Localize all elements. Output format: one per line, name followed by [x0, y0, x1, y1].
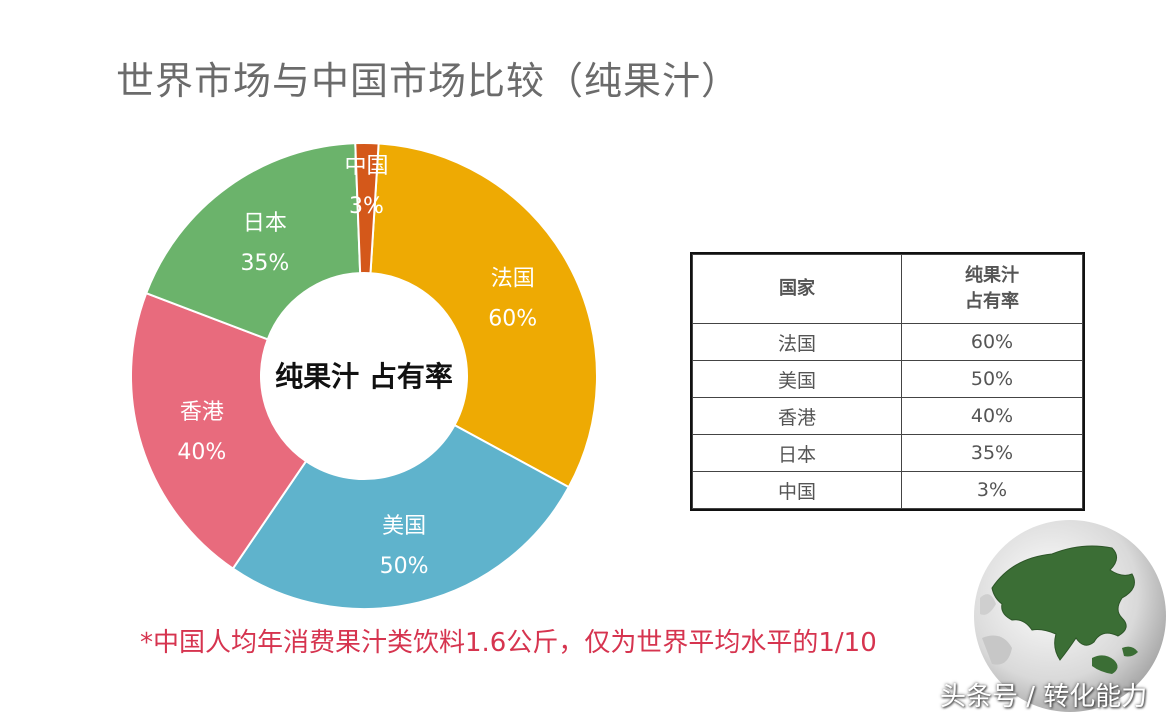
slice-name-label: 日本: [243, 211, 287, 236]
table-cell-country: 中国: [692, 471, 902, 509]
table-header-share: 纯果汁 占有率: [901, 254, 1083, 324]
footnote: *中国人均年消费果汁类饮料1.6公斤，仅为世界平均水平的1/10: [140, 628, 877, 658]
slice-name-label: 香港: [180, 400, 224, 425]
table-header-country: 国家: [692, 254, 902, 324]
table-row: 法国 60%: [692, 323, 1083, 361]
table-cell-share: 40%: [901, 397, 1083, 435]
slice-value-label: 35%: [240, 251, 289, 276]
table-cell-country: 日本: [692, 434, 902, 472]
table-cell-share: 35%: [901, 434, 1083, 472]
slice-name-label: 中国: [344, 154, 388, 179]
table-cell-share: 60%: [901, 323, 1083, 361]
table-cell-share: 3%: [901, 471, 1083, 509]
slice-name-label: 美国: [382, 514, 426, 539]
donut-chart: 法国 60% 美国 50% 香港 40% 日本 35% 中国 3% 纯果汁 占有率: [130, 142, 598, 610]
table-row: 中国 3%: [692, 471, 1083, 509]
donut-slice-0: [369, 142, 598, 489]
table-cell-country: 香港: [692, 397, 902, 435]
page-title: 世界市场与中国市场比较（纯果汁）: [116, 59, 741, 103]
table-row: 日本 35%: [692, 434, 1083, 472]
globe-asia-icon: [974, 520, 1166, 712]
slice-value-label: 50%: [380, 554, 429, 579]
table-cell-country: 法国: [692, 323, 902, 361]
table-header-row: 国家 纯果汁 占有率: [692, 254, 1083, 324]
slice-value-label: 40%: [177, 440, 226, 465]
table-row: 美国 50%: [692, 360, 1083, 398]
donut-slice-1: [231, 423, 571, 610]
donut-slice-2: [130, 291, 308, 571]
donut-slice-3: [144, 142, 362, 341]
share-table: 国家 纯果汁 占有率 法国 60% 美国 50% 香港 40% 日本 35% 中国: [690, 252, 1085, 511]
donut-slice-4: [354, 142, 380, 275]
slice-value-label: 3%: [349, 194, 384, 219]
watermark: 头条号 / 转化能力: [940, 682, 1148, 712]
slice-value-label: 60%: [488, 307, 537, 332]
table-cell-country: 美国: [692, 360, 902, 398]
table-row: 香港 40%: [692, 397, 1083, 435]
slice-name-label: 法国: [491, 267, 535, 292]
donut-center-label: 纯果汁 占有率: [275, 360, 453, 393]
table-cell-share: 50%: [901, 360, 1083, 398]
